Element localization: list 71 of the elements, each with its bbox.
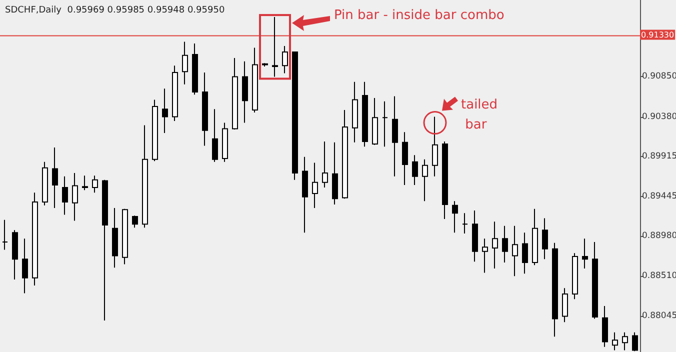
candlestick	[162, 88, 168, 134]
candlestick	[282, 46, 288, 74]
candlestick	[112, 207, 118, 268]
candlestick	[242, 60, 248, 124]
candlestick	[312, 162, 318, 208]
candlestick	[292, 51, 298, 180]
candlestick	[522, 232, 528, 274]
candlestick	[182, 41, 188, 85]
candlestick	[262, 62, 268, 67]
candlestick	[42, 161, 48, 206]
candlestick	[542, 218, 548, 260]
candlestick	[612, 332, 618, 351]
candlestick	[62, 176, 68, 216]
candlestick	[382, 100, 388, 148]
candlestick	[322, 140, 328, 188]
ref-line-label: 0.91330	[641, 30, 674, 40]
candlestick	[232, 57, 238, 130]
candlestick	[562, 288, 568, 323]
candlestick	[582, 238, 588, 269]
candlestick	[12, 230, 18, 280]
candlestick	[592, 242, 598, 320]
candlestick	[72, 172, 78, 222]
candlestick	[352, 81, 358, 143]
candlestick	[142, 124, 148, 228]
candlestick	[302, 156, 308, 234]
candlestick	[622, 332, 628, 351]
candlestick	[462, 212, 468, 234]
candlestick	[632, 332, 638, 352]
candlestick	[82, 175, 88, 191]
candlestick	[342, 109, 348, 200]
candlestick	[422, 158, 428, 202]
candlestick	[372, 98, 378, 146]
candlestick	[222, 122, 228, 162]
candlestick	[392, 96, 398, 177]
candlestick	[202, 72, 208, 146]
candlestick	[172, 65, 178, 122]
candlestick	[132, 215, 138, 228]
y-tick-label: 0.89445	[642, 191, 676, 202]
text: SDCHF,Daily 0.95969 0.95985 0.95948 0.95950	[5, 6, 225, 16]
y-tick-label: 0.89915	[642, 151, 676, 162]
candlestick	[572, 252, 578, 300]
annotation: tailed bar	[461, 97, 498, 132]
candlestick	[102, 179, 108, 321]
candlestick	[502, 225, 508, 264]
candlestick	[212, 108, 218, 162]
y-tick-label: 0.88045	[642, 310, 676, 321]
candlestick	[272, 16, 278, 78]
candlestick	[52, 146, 58, 208]
candlestick	[482, 238, 488, 274]
candlestick	[412, 154, 418, 186]
candlestick	[472, 210, 478, 262]
candlestick	[452, 200, 458, 234]
candlestick	[532, 208, 538, 266]
candlestick	[92, 175, 98, 194]
candlestick	[442, 140, 448, 220]
candlestick	[402, 132, 408, 186]
candlestick	[552, 242, 558, 338]
candlestick	[602, 305, 608, 348]
candlestick	[32, 192, 38, 286]
annotation: Pin bar - inside bar combo	[334, 8, 504, 24]
candlestick	[192, 42, 198, 96]
candlestick	[432, 116, 438, 177]
candlestick	[2, 219, 8, 250]
candlestick	[362, 81, 368, 148]
candlestick	[512, 225, 518, 277]
candlestick	[332, 142, 338, 206]
candlestick	[492, 221, 498, 269]
candlestick	[22, 238, 28, 294]
candlestick	[252, 47, 258, 114]
candlestick	[122, 208, 128, 265]
candlestick	[152, 99, 158, 162]
